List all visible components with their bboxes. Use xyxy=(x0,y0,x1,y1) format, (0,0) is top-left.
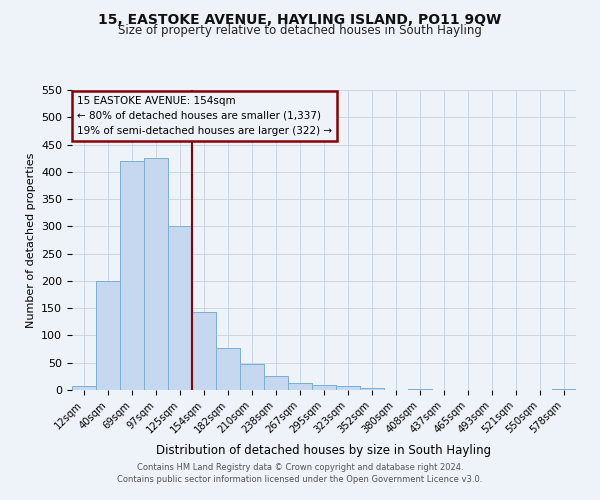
Bar xyxy=(240,364,264,390)
Bar xyxy=(72,386,96,390)
Text: 15 EASTOKE AVENUE: 154sqm
← 80% of detached houses are smaller (1,337)
19% of se: 15 EASTOKE AVENUE: 154sqm ← 80% of detac… xyxy=(77,96,332,136)
Bar xyxy=(168,226,192,390)
Bar xyxy=(120,161,144,390)
Bar xyxy=(336,386,360,390)
Bar xyxy=(360,388,384,390)
Bar xyxy=(96,281,120,390)
Text: Contains HM Land Registry data © Crown copyright and database right 2024.: Contains HM Land Registry data © Crown c… xyxy=(137,464,463,472)
Text: Size of property relative to detached houses in South Hayling: Size of property relative to detached ho… xyxy=(118,24,482,37)
Bar xyxy=(264,376,288,390)
Bar xyxy=(312,385,336,390)
Y-axis label: Number of detached properties: Number of detached properties xyxy=(26,152,35,328)
Bar xyxy=(144,158,168,390)
Bar xyxy=(216,348,240,390)
Bar xyxy=(408,389,432,390)
Bar xyxy=(192,312,216,390)
Text: 15, EASTOKE AVENUE, HAYLING ISLAND, PO11 9QW: 15, EASTOKE AVENUE, HAYLING ISLAND, PO11… xyxy=(98,12,502,26)
X-axis label: Distribution of detached houses by size in South Hayling: Distribution of detached houses by size … xyxy=(157,444,491,456)
Text: Contains public sector information licensed under the Open Government Licence v3: Contains public sector information licen… xyxy=(118,475,482,484)
Bar xyxy=(288,383,312,390)
